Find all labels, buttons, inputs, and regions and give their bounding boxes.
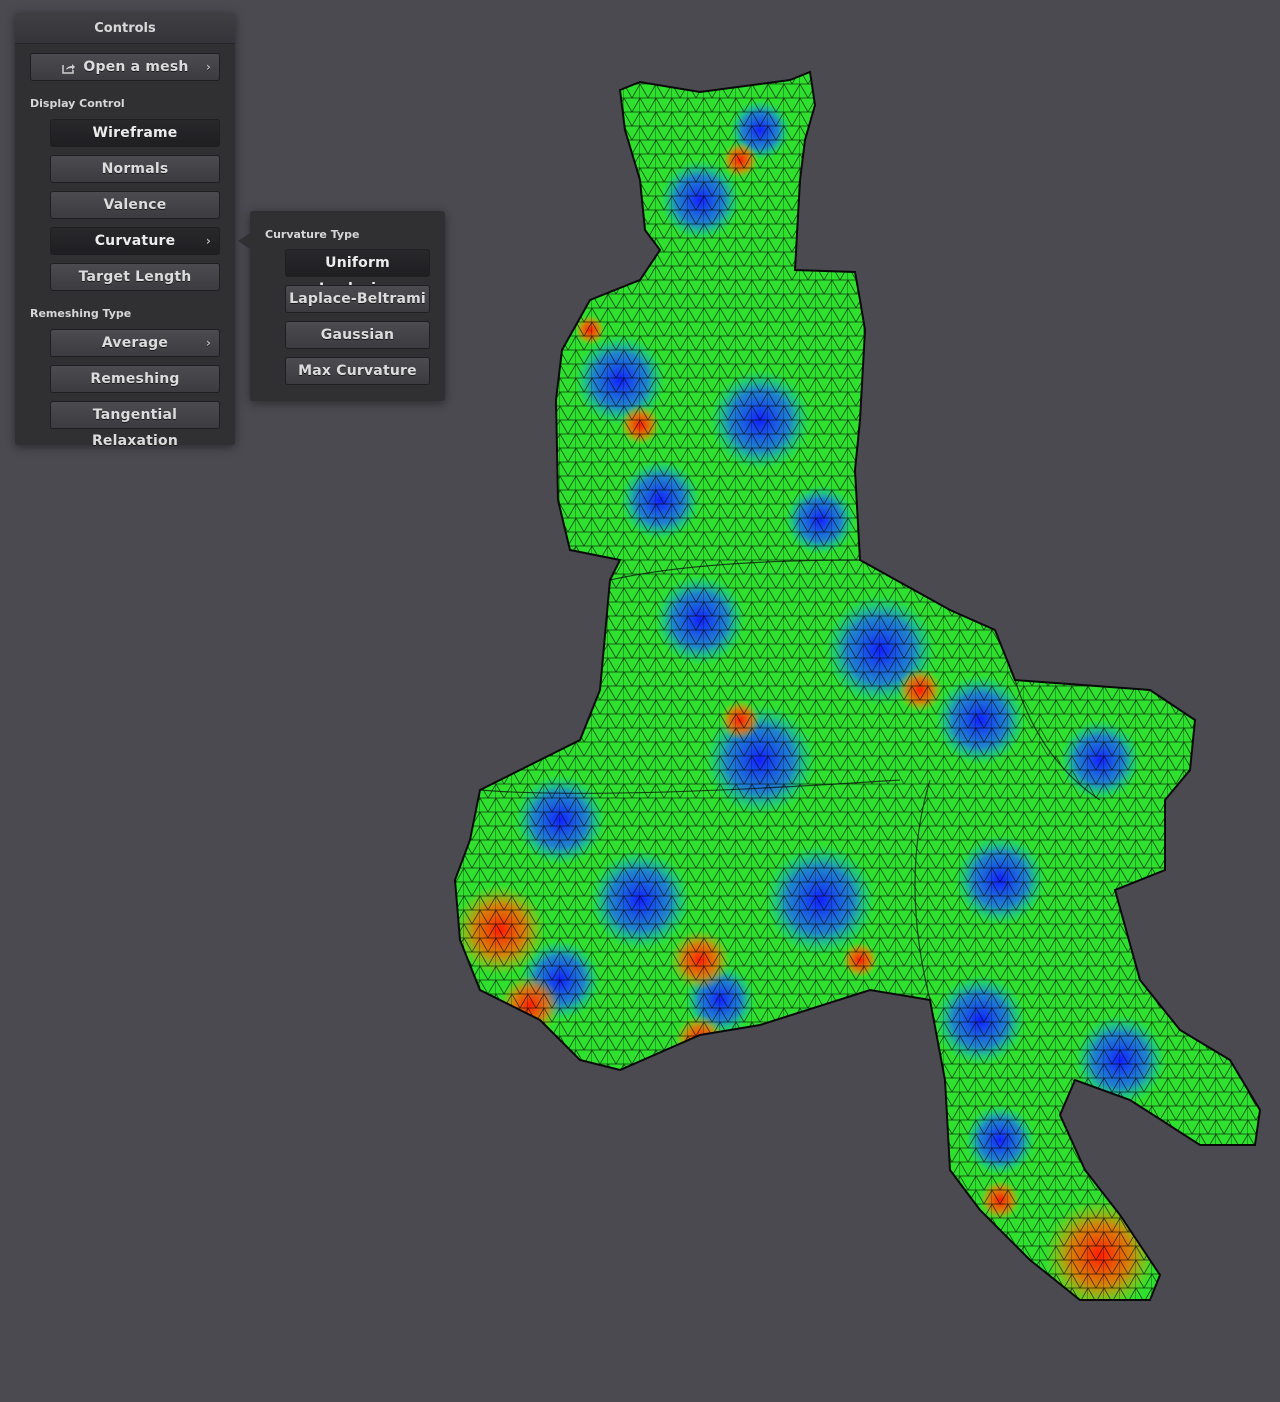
remeshing-button[interactable]: Remeshing <box>50 365 220 393</box>
panel-title: Controls <box>15 13 235 44</box>
open-mesh-label: Open a mesh <box>83 59 189 75</box>
remeshing-type-label: Remeshing Type <box>30 307 132 320</box>
average-button[interactable]: Average › <box>50 329 220 357</box>
share-icon <box>61 57 77 83</box>
controls-panel: Controls Open a mesh › Display Control W… <box>15 13 235 449</box>
curvature-button[interactable]: Curvature › <box>50 227 220 255</box>
uniform-laplacian-button[interactable]: Uniform Laplacian <box>285 249 430 297</box>
display-control-label: Display Control <box>30 97 125 110</box>
valence-button[interactable]: Valence <box>50 191 220 219</box>
target-length-button[interactable]: Target Length <box>50 263 220 291</box>
chevron-right-icon: › <box>205 234 211 248</box>
chevron-right-icon: › <box>205 60 211 74</box>
wireframe-button[interactable]: Wireframe <box>50 119 220 147</box>
chevron-right-icon: › <box>205 336 211 350</box>
laplace-beltrami-button[interactable]: Laplace-Beltrami <box>285 285 430 313</box>
max-curvature-button[interactable]: Max Curvature <box>285 357 430 385</box>
open-mesh-button[interactable]: Open a mesh › <box>30 53 220 81</box>
tangential-relaxation-button[interactable]: Tangential Relaxation <box>50 401 220 449</box>
gaussian-button[interactable]: Gaussian <box>285 321 430 349</box>
mesh-model <box>453 70 1262 1301</box>
normals-button[interactable]: Normals <box>50 155 220 183</box>
curvature-popup: Curvature Type Uniform Laplacian Laplace… <box>238 211 445 401</box>
curvature-label: Curvature <box>94 233 176 249</box>
curvature-type-label: Curvature Type <box>265 228 360 241</box>
average-label: Average <box>101 335 169 351</box>
popup-arrow <box>238 233 250 249</box>
